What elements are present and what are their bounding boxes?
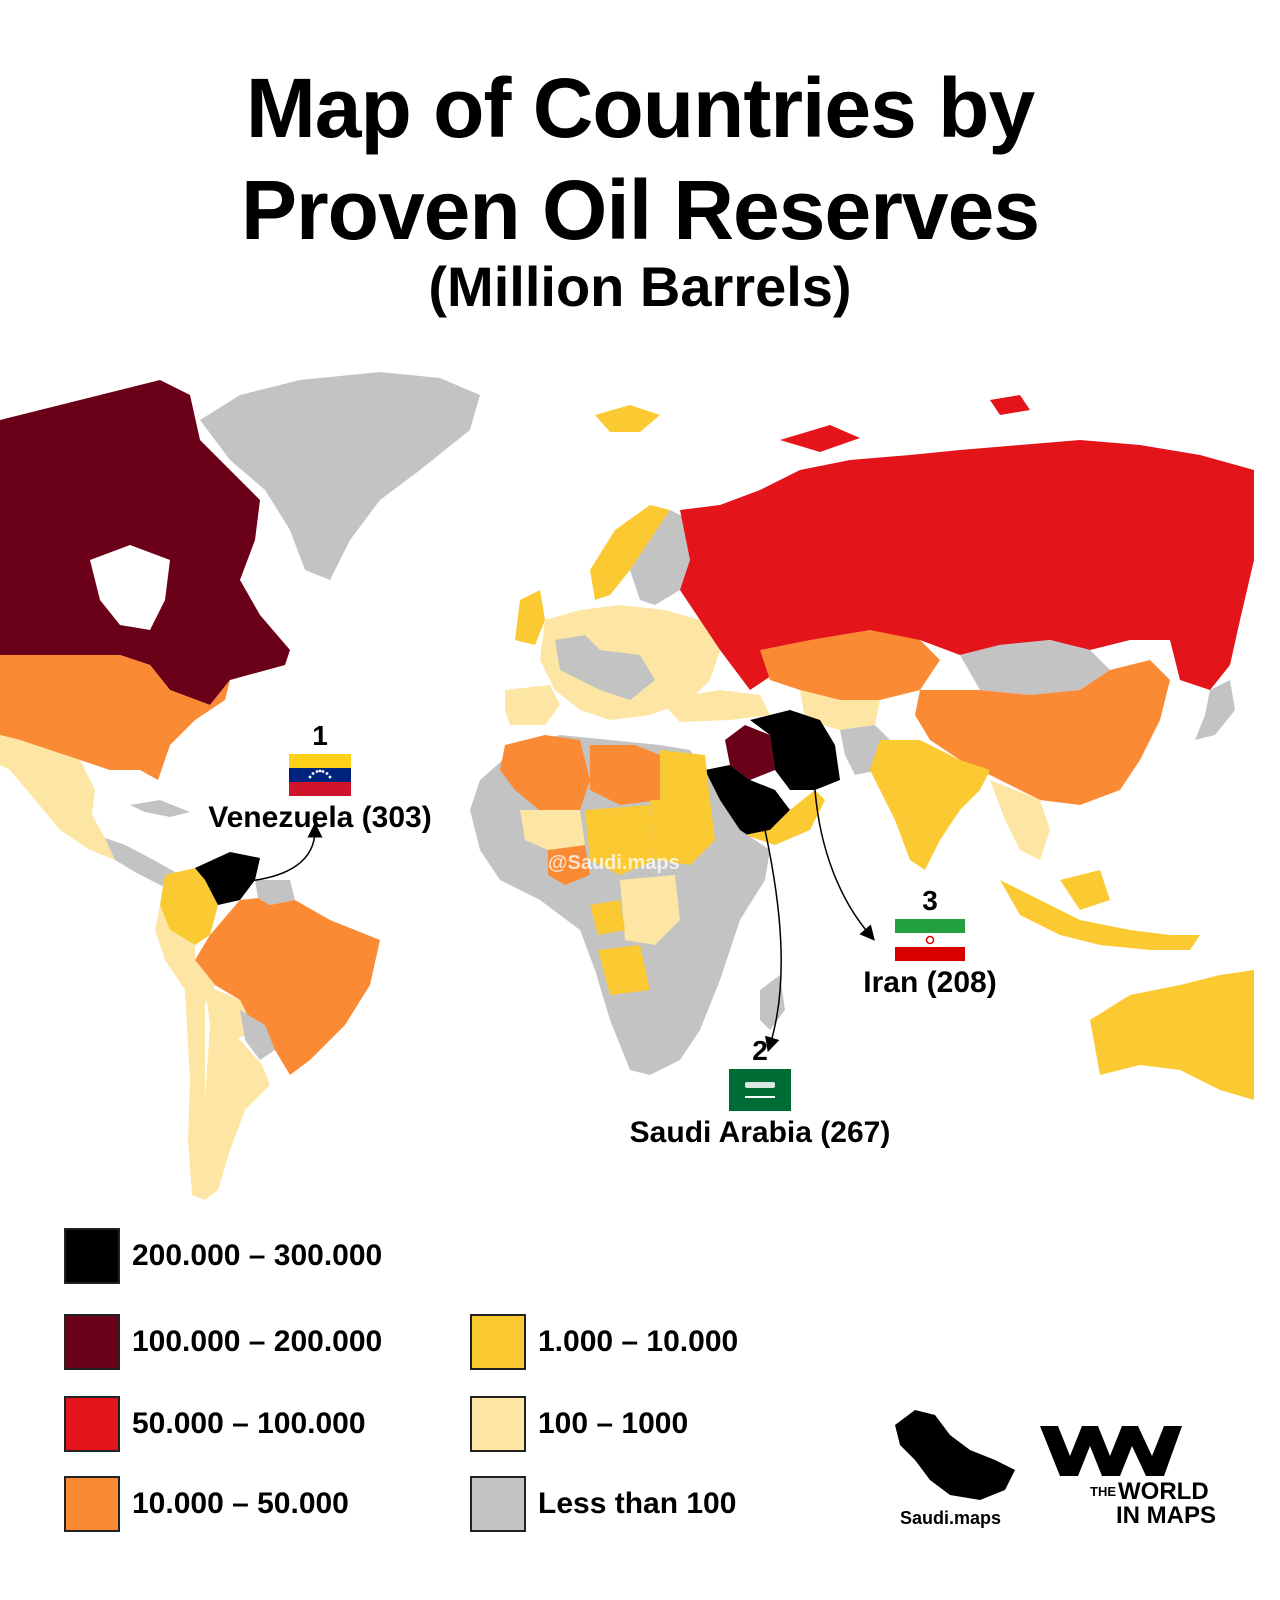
nigeria <box>548 845 590 885</box>
legend-item-100k-200k: 100.000 – 200.000 <box>64 1314 382 1370</box>
callout-iran: 3 Iran (208) <box>830 885 1030 1001</box>
legend-label: 10.000 – 50.000 <box>132 1487 349 1520</box>
saudi-maps-logo-icon <box>895 1410 1015 1500</box>
legend-swatch <box>64 1314 120 1370</box>
central-africa <box>620 875 680 945</box>
norway <box>590 505 670 600</box>
legend-label: Less than 100 <box>538 1487 737 1520</box>
world-in-maps-the: THE <box>1090 1484 1116 1499</box>
iran-flag <box>895 919 965 961</box>
iberia <box>505 685 560 725</box>
peru <box>155 905 215 1005</box>
legend-item-100-1000: 100 – 1000 <box>470 1396 688 1452</box>
egypt <box>660 750 710 800</box>
legend-swatch <box>470 1476 526 1532</box>
kazakhstan <box>760 630 940 700</box>
legend-swatch <box>64 1476 120 1532</box>
saudi-arabia-flag <box>729 1069 791 1111</box>
angola <box>598 945 650 995</box>
turkey <box>660 690 770 722</box>
gabon-congo <box>590 900 625 935</box>
world-in-maps-logo-icon <box>1040 1426 1182 1476</box>
argentina <box>200 1025 270 1200</box>
venezuela-flag <box>289 754 351 796</box>
libya <box>590 745 660 805</box>
callout-name: Saudi Arabia (267) <box>629 1116 891 1149</box>
europe-grey <box>555 635 655 700</box>
legend-swatch <box>470 1396 526 1452</box>
world-in-maps-line1: WORLD <box>1118 1478 1209 1505</box>
callout-rank: 1 <box>312 720 328 751</box>
russia <box>680 440 1254 690</box>
legend-item-1k-10k: 1.000 – 10.000 <box>470 1314 738 1370</box>
callout-name: Venezuela (303) <box>208 801 432 834</box>
callout-rank: 2 <box>752 1035 768 1066</box>
legend-label: 50.000 – 100.000 <box>132 1407 366 1440</box>
legend-item-10k-50k: 10.000 – 50.000 <box>64 1476 349 1532</box>
title-line-2: Proven Oil Reserves <box>240 163 1040 257</box>
legend-item-less-than-100: Less than 100 <box>470 1476 736 1532</box>
iran <box>750 710 840 790</box>
india <box>870 740 990 870</box>
callout-rank: 3 <box>922 885 938 916</box>
arrow-saudi-arabia <box>764 829 782 1053</box>
brazil <box>195 898 380 1075</box>
world-map <box>0 372 1254 1200</box>
mali-mauritania <box>520 810 585 850</box>
australia <box>1090 970 1254 1100</box>
algeria <box>500 735 590 815</box>
legend-label: 1.000 – 10.000 <box>538 1325 739 1358</box>
usa <box>0 655 230 780</box>
saudi-maps-credit: Saudi.maps <box>900 1508 1002 1528</box>
legend-swatch <box>64 1228 120 1284</box>
subtitle: (Million Barrels) <box>428 255 852 318</box>
greenland <box>200 372 480 580</box>
colombia <box>160 868 218 945</box>
iraq <box>725 725 775 780</box>
mongolia <box>960 640 1110 695</box>
sudan <box>650 800 715 865</box>
arrow-venezuela <box>239 822 323 883</box>
legend-swatch <box>470 1314 526 1370</box>
legend-label: 100 – 1000 <box>538 1407 689 1440</box>
chad-niger <box>585 805 655 875</box>
canada <box>0 380 290 705</box>
legend-label: 100.000 – 200.000 <box>132 1325 383 1358</box>
legend-item-200k-300k: 200.000 – 300.000 <box>64 1228 382 1284</box>
legend-item-50k-100k: 50.000 – 100.000 <box>64 1396 366 1452</box>
uk <box>515 590 545 645</box>
mexico <box>0 735 125 860</box>
map-watermark: @Saudi.maps <box>548 852 680 874</box>
legend-label: 200.000 – 300.000 <box>132 1239 383 1272</box>
title-line-1: Map of Countries by <box>245 61 1035 155</box>
callout-name: Iran (208) <box>863 966 997 999</box>
callout-venezuela: 1 Venezuela (303) <box>195 720 445 836</box>
venezuela <box>195 852 260 905</box>
arrow-iran <box>814 789 875 941</box>
sweden-finland <box>630 510 700 605</box>
world-in-maps-line2: IN MAPS <box>1116 1502 1217 1529</box>
callout-saudi-arabia: 2 Saudi Arabia (267) <box>615 1035 905 1151</box>
indonesia <box>1000 880 1200 950</box>
legend-swatch <box>64 1396 120 1452</box>
